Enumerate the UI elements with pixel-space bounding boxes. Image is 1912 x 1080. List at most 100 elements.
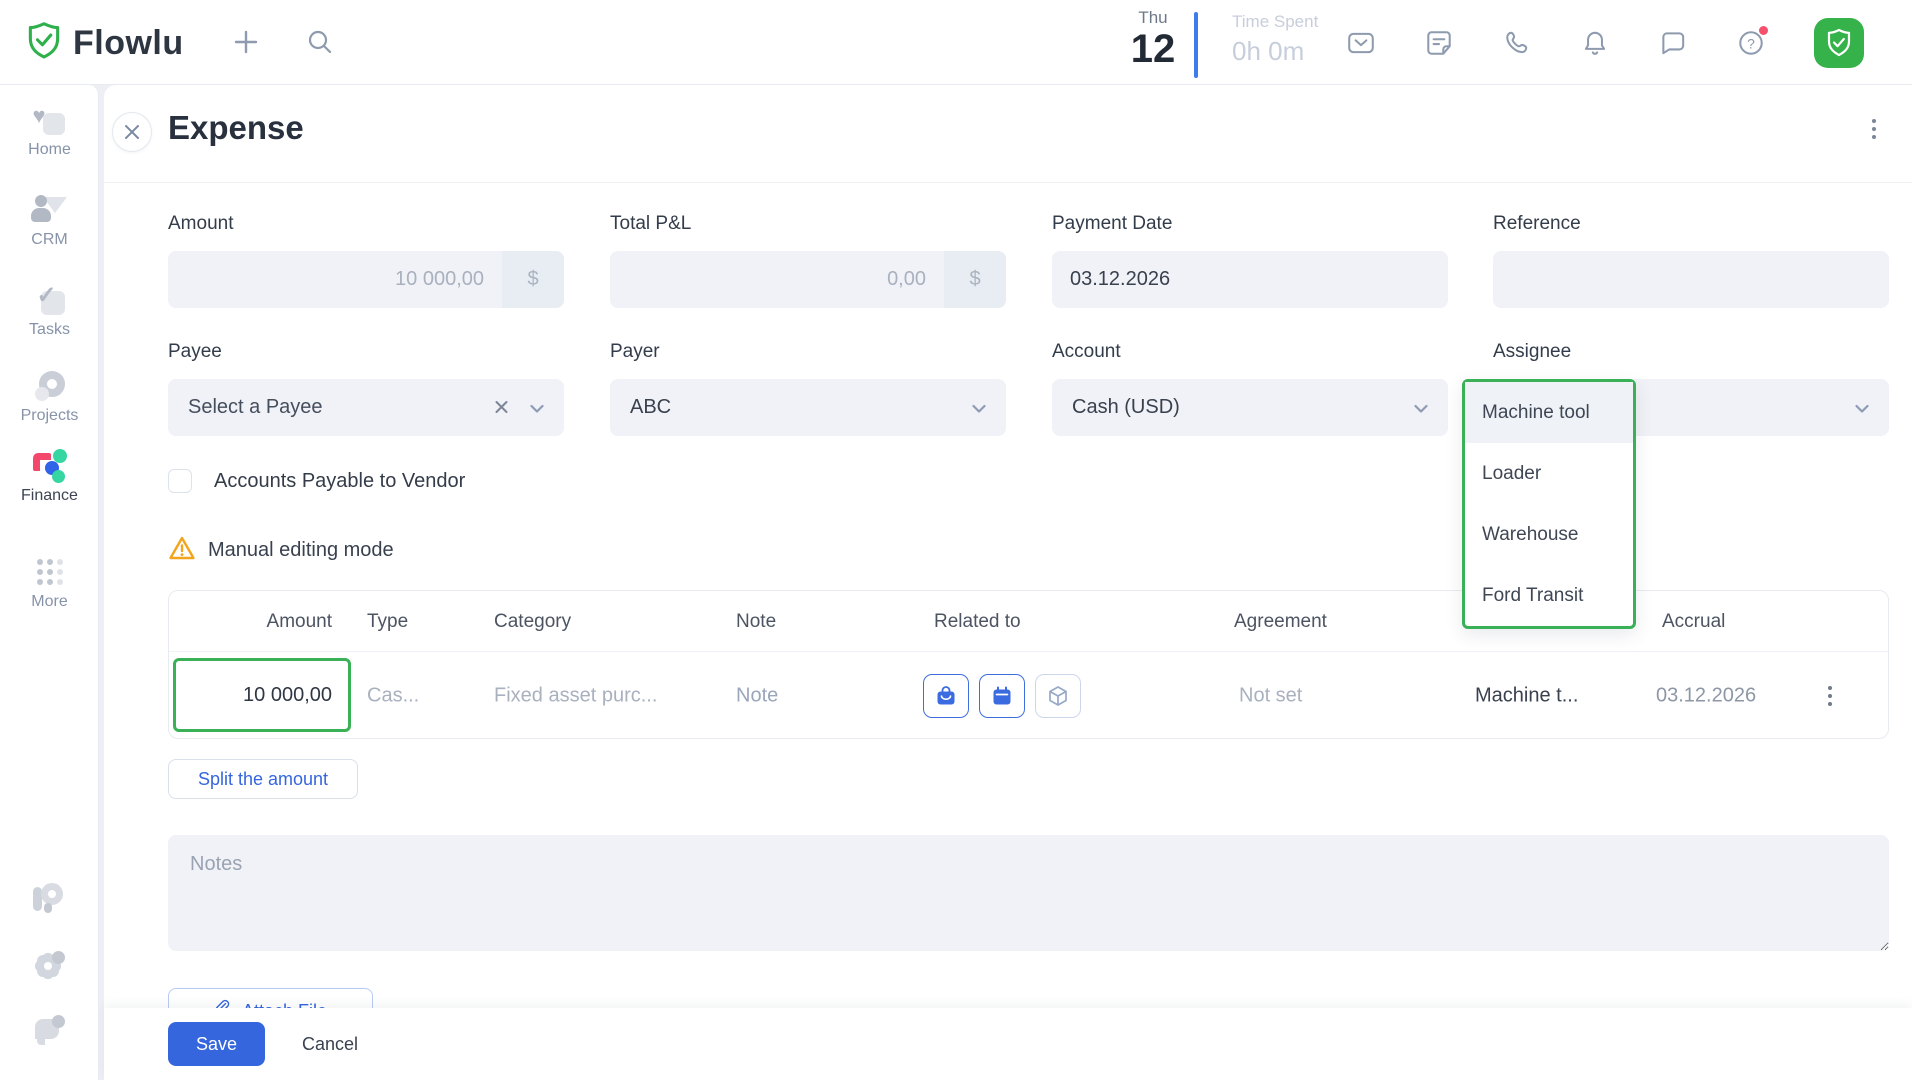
col-header-amount: Amount bbox=[266, 611, 332, 632]
col-header-agreement: Agreement bbox=[1234, 611, 1327, 632]
row-accrual[interactable]: 03.12.2026 bbox=[1656, 684, 1757, 706]
assignee-label: Assignee bbox=[1493, 341, 1572, 362]
page-title: Expense bbox=[168, 109, 304, 146]
close-icon[interactable] bbox=[112, 112, 152, 152]
clear-icon[interactable] bbox=[495, 396, 508, 419]
sidebar-item-finance[interactable]: Finance bbox=[0, 449, 99, 505]
amount-label: Amount bbox=[168, 213, 234, 234]
cube-icon[interactable] bbox=[1035, 673, 1081, 718]
chat-icon[interactable] bbox=[1658, 28, 1688, 58]
sidebar: ♥ Home CRM ✓ Tasks Projects Finance More bbox=[0, 85, 99, 1080]
reference-field[interactable] bbox=[1493, 251, 1889, 308]
manual-mode-label: Manual editing mode bbox=[208, 539, 394, 561]
split-amount-button[interactable]: Split the amount bbox=[168, 759, 358, 799]
payee-select[interactable]: Select a Payee bbox=[168, 379, 564, 436]
time-spent-label: Time Spent bbox=[1232, 12, 1319, 31]
dropdown-option-ford-transit[interactable]: Ford Transit bbox=[1482, 584, 1584, 606]
sidebar-item-home[interactable]: ♥ Home bbox=[28, 103, 71, 158]
checkbox[interactable] bbox=[168, 469, 192, 493]
header-divider bbox=[104, 182, 1912, 183]
expense-split-table: Amount Type Category Note Related to Agr… bbox=[168, 590, 1889, 739]
sidebar-item-tasks[interactable]: ✓ Tasks bbox=[29, 282, 70, 338]
more-grid-icon bbox=[33, 557, 67, 587]
row-category[interactable]: Fixed asset purc... bbox=[494, 684, 658, 706]
search-icon[interactable] bbox=[306, 28, 334, 61]
avatar[interactable] bbox=[1814, 17, 1864, 68]
row-type[interactable]: Cas... bbox=[367, 684, 420, 706]
settings-gear-icon[interactable] bbox=[0, 950, 99, 982]
sidebar-item-crm[interactable]: CRM bbox=[0, 195, 99, 249]
payment-date-field[interactable]: 03.12.2026 bbox=[1052, 251, 1448, 308]
col-header-related-to: Related to bbox=[934, 611, 1021, 632]
home-icon: ♥ bbox=[33, 103, 67, 135]
row-amount-highlighted[interactable]: 10 000,00 bbox=[173, 658, 351, 732]
account-label: Account bbox=[1052, 341, 1121, 362]
chevron-down-icon bbox=[972, 396, 986, 419]
briefcase-icon[interactable] bbox=[923, 673, 969, 718]
chevron-down-icon bbox=[1855, 396, 1869, 419]
payee-label: Payee bbox=[168, 341, 222, 362]
amount-field[interactable]: 10 000,00 $ bbox=[168, 251, 564, 308]
chevron-down-icon bbox=[1414, 396, 1428, 419]
help-notification-dot bbox=[1759, 25, 1768, 35]
date-day: Thu bbox=[1138, 8, 1168, 27]
related-to-buttons bbox=[923, 673, 1081, 718]
knowledge-base-icon[interactable] bbox=[0, 883, 99, 915]
reference-label: Reference bbox=[1493, 213, 1581, 234]
row-menu-kebab-icon[interactable] bbox=[1828, 685, 1832, 706]
warning-icon bbox=[168, 535, 196, 566]
flowlu-shield-icon bbox=[25, 20, 63, 67]
chevron-down-icon bbox=[530, 396, 544, 419]
col-header-accrual: Accrual bbox=[1662, 611, 1726, 632]
row-note[interactable]: Note bbox=[736, 684, 779, 706]
sidebar-item-more[interactable]: More bbox=[0, 557, 99, 611]
calendar-icon[interactable] bbox=[979, 673, 1025, 718]
save-button[interactable]: Save bbox=[168, 1022, 265, 1066]
dropdown-option-loader[interactable]: Loader bbox=[1482, 462, 1542, 484]
cancel-button[interactable]: Cancel bbox=[302, 1033, 359, 1054]
date-divider-bar bbox=[1194, 12, 1198, 78]
table-row: 10 000,00 Cas... Fixed asset purc... Not… bbox=[169, 651, 1888, 739]
total-pl-label: Total P&L bbox=[610, 213, 692, 234]
total-pl-currency: $ bbox=[944, 251, 1006, 308]
mail-icon[interactable] bbox=[1346, 28, 1376, 58]
payee-value: Select a Payee bbox=[188, 396, 323, 418]
row-agreement[interactable]: Not set bbox=[1239, 684, 1303, 706]
crm-icon bbox=[30, 195, 67, 225]
bell-icon[interactable] bbox=[1580, 28, 1610, 58]
amount-value: 10 000,00 bbox=[395, 268, 484, 290]
finance-icon bbox=[32, 449, 67, 483]
dropdown-option-machine-tool[interactable]: Machine tool bbox=[1465, 382, 1633, 443]
notes-icon[interactable] bbox=[1424, 28, 1454, 58]
top-bar: Flowlu Thu 12 Time Spent 0h 0m bbox=[0, 0, 1912, 85]
phone-icon[interactable] bbox=[1502, 28, 1532, 58]
time-spent-widget[interactable]: Time Spent 0h 0m bbox=[1232, 12, 1318, 67]
accounts-payable-checkbox-row[interactable]: Accounts Payable to Vendor bbox=[168, 469, 465, 493]
payment-date-value: 03.12.2026 bbox=[1070, 268, 1171, 290]
total-pl-field[interactable]: 0,00 $ bbox=[610, 251, 1006, 308]
tasks-icon: ✓ bbox=[33, 282, 67, 315]
create-new-button[interactable] bbox=[232, 28, 260, 61]
total-pl-value: 0,00 bbox=[887, 268, 926, 290]
brand-logo[interactable]: Flowlu bbox=[25, 20, 184, 67]
checkbox-label: Accounts Payable to Vendor bbox=[214, 469, 466, 492]
payer-select[interactable]: ABC bbox=[610, 379, 1006, 436]
account-value: Cash (USD) bbox=[1072, 396, 1180, 418]
assignee-dropdown: Machine tool Loader Warehouse Ford Trans… bbox=[1462, 379, 1636, 629]
calendar-date-widget[interactable]: Thu 12 bbox=[1118, 8, 1188, 70]
col-header-note: Note bbox=[736, 611, 777, 632]
row-assignee[interactable]: Machine t... bbox=[1475, 684, 1579, 706]
payment-date-label: Payment Date bbox=[1052, 213, 1173, 234]
help-icon[interactable]: ? bbox=[1736, 25, 1768, 58]
projects-icon bbox=[33, 371, 67, 401]
manual-editing-mode-banner: Manual editing mode bbox=[168, 535, 394, 566]
amount-currency: $ bbox=[502, 251, 564, 308]
sidebar-item-projects[interactable]: Projects bbox=[0, 371, 99, 425]
payer-value: ABC bbox=[630, 396, 672, 418]
notes-textarea[interactable] bbox=[168, 835, 1889, 951]
dropdown-option-warehouse[interactable]: Warehouse bbox=[1482, 523, 1579, 545]
panel-menu-kebab-icon[interactable] bbox=[1872, 119, 1876, 139]
account-select[interactable]: Cash (USD) bbox=[1052, 379, 1448, 436]
feedback-bubble-icon[interactable] bbox=[0, 1015, 99, 1047]
